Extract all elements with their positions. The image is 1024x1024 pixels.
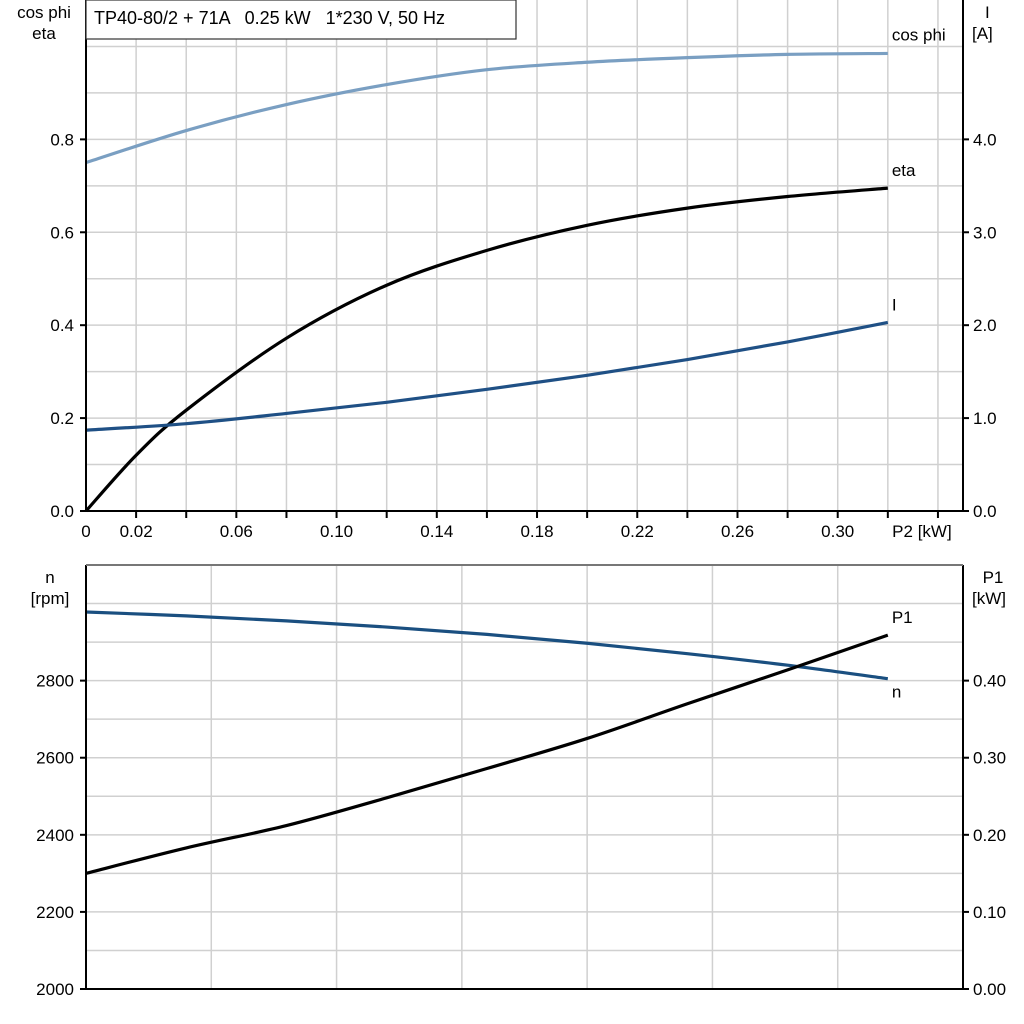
x-tick-label: 0.14 — [420, 522, 453, 541]
y-right-axis-label: [kW] — [972, 589, 1006, 608]
y-left-tick-label: 0.2 — [50, 409, 74, 428]
y-right-tick-label: 3.0 — [973, 223, 997, 242]
x-tick-label: 0.02 — [120, 522, 153, 541]
series-line-I — [85, 320, 889, 432]
y-left-axis-label: eta — [32, 24, 56, 43]
y-right-tick-label: 1.0 — [973, 409, 997, 428]
y-right-tick-label: 0.30 — [973, 749, 1006, 768]
series-line-eta — [84, 186, 888, 513]
x-tick-label: 0 — [81, 522, 90, 541]
x-tick-label: 0.10 — [320, 522, 353, 541]
series-label: P1 — [892, 608, 913, 627]
series-label: cos phi — [892, 25, 946, 44]
y-left-tick-label: 2800 — [36, 672, 74, 691]
series-label: I — [892, 295, 897, 314]
y-right-tick-label: 4.0 — [973, 130, 997, 149]
y-left-axis-label: cos phi — [17, 3, 71, 22]
y-right-tick-label: 0.10 — [973, 903, 1006, 922]
y-left-tick-label: 2000 — [36, 980, 74, 999]
y-right-tick-label: 0.00 — [973, 980, 1006, 999]
y-right-tick-label: 0.0 — [973, 502, 997, 521]
y-right-tick-label: 2.0 — [973, 316, 997, 335]
y-right-axis-label: [A] — [972, 24, 993, 43]
x-tick-label: 0.22 — [621, 522, 654, 541]
y-right-axis-label: P1 — [983, 568, 1004, 587]
title-box: TP40-80/2 + 71A 0.25 kW 1*230 V, 50 Hz — [85, 0, 517, 40]
series-line-n — [85, 610, 889, 681]
y-right-axis-label: I — [985, 3, 990, 22]
x-axis-label: P2 [kW] — [892, 522, 952, 541]
x-tick-label: 0.18 — [520, 522, 553, 541]
chart-title: TP40-80/2 + 71A 0.25 kW 1*230 V, 50 Hz — [94, 8, 445, 28]
y-left-tick-label: 2600 — [36, 749, 74, 768]
y-left-tick-label: 2400 — [36, 826, 74, 845]
series-label: eta — [892, 161, 916, 180]
y-left-tick-label: 0.0 — [50, 502, 74, 521]
y-right-tick-label: 0.40 — [973, 672, 1006, 691]
x-tick-label: 0.30 — [821, 522, 854, 541]
y-left-axis-label: [rpm] — [31, 589, 70, 608]
x-tick-label: 0.06 — [220, 522, 253, 541]
y-left-tick-label: 2200 — [36, 903, 74, 922]
x-tick-label: 0.26 — [721, 522, 754, 541]
y-left-tick-label: 0.6 — [50, 223, 74, 242]
series-line-P1 — [85, 633, 889, 875]
y-left-axis-label: n — [45, 568, 54, 587]
series-label: n — [892, 683, 901, 702]
y-left-tick-label: 0.4 — [50, 316, 74, 335]
series-line-cos-phi — [85, 51, 888, 165]
y-right-tick-label: 0.20 — [973, 826, 1006, 845]
y-left-tick-label: 0.8 — [50, 130, 74, 149]
